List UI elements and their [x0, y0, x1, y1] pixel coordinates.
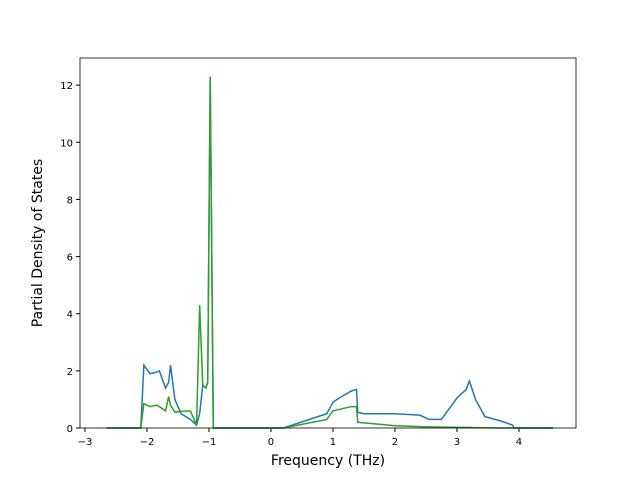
- y-tick-label: 4: [67, 310, 73, 321]
- y-tick-label: 12: [60, 81, 73, 92]
- y-tick-label: 6: [67, 253, 73, 264]
- x-tick-label: 2: [392, 437, 398, 448]
- x-tick-label: −2: [140, 437, 155, 448]
- x-tick-label: 1: [330, 437, 336, 448]
- plot-frame: [79, 57, 577, 429]
- y-axis-title: Partial Density of States: [30, 159, 46, 327]
- x-tick-label: 0: [268, 437, 274, 448]
- x-tick-label: 3: [454, 437, 460, 448]
- y-tick-label: 10: [60, 138, 73, 149]
- series-line: [106, 76, 554, 429]
- x-tick-label: −1: [202, 437, 217, 448]
- y-tick-label: 8: [67, 195, 73, 206]
- x-tick-label: 4: [516, 437, 522, 448]
- x-axis-title: Frequency (THz): [271, 453, 385, 469]
- x-tick-label: −3: [78, 437, 93, 448]
- series-line: [106, 76, 554, 429]
- y-tick-label: 2: [67, 367, 73, 378]
- y-tick-label: 0: [67, 424, 73, 435]
